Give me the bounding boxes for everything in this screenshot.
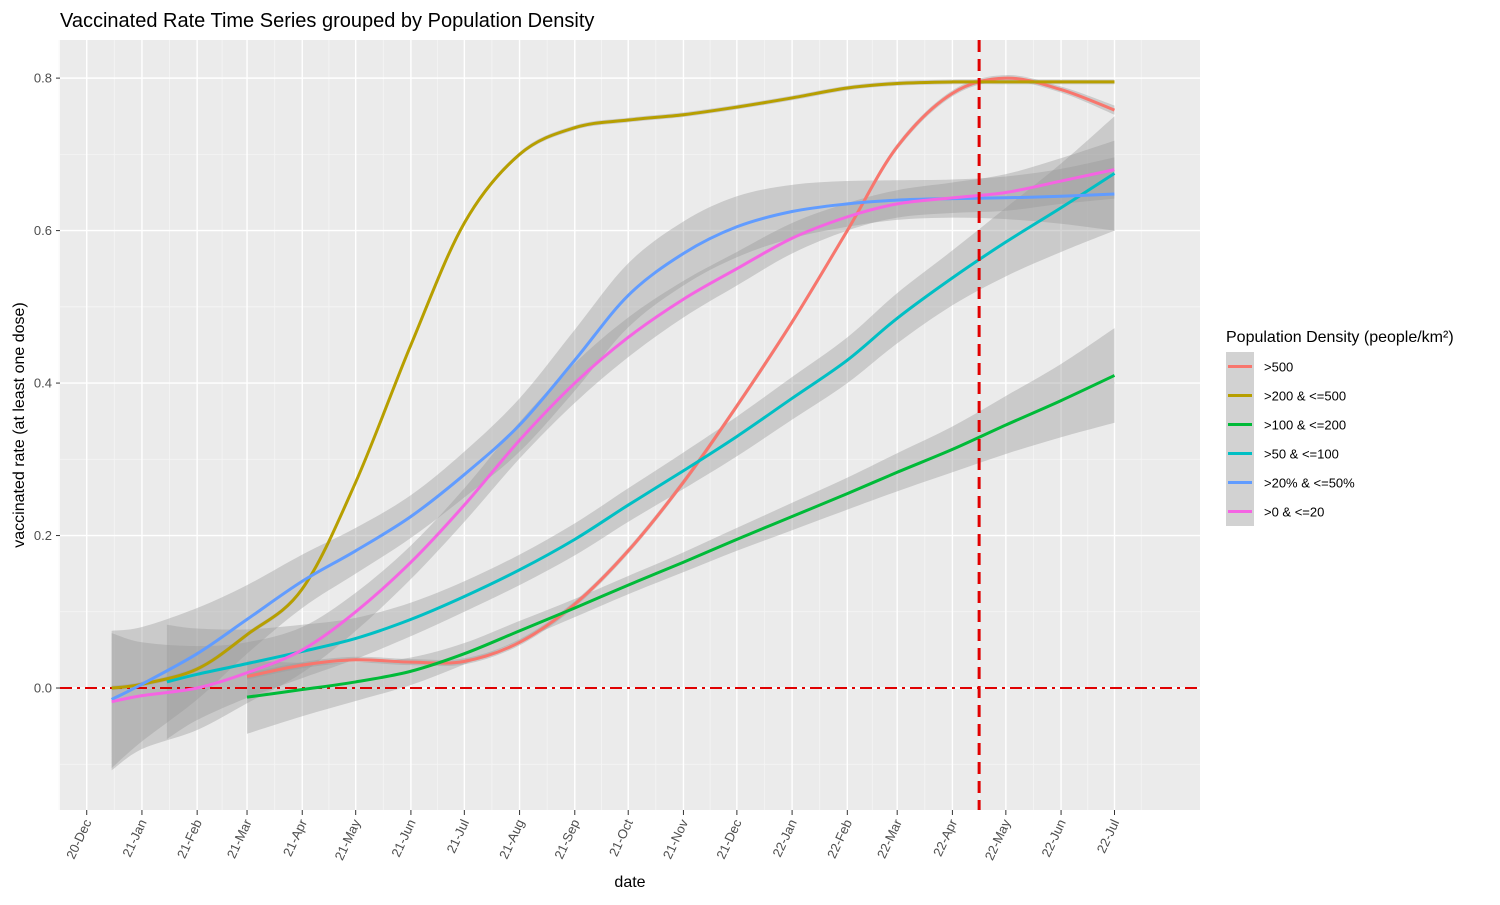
chart-title: Vaccinated Rate Time Series grouped by P… — [60, 10, 594, 32]
legend-items: >500 >200 & <=500 >100 & <=200 >50 & <=100 >… — [1226, 352, 1355, 526]
series-line-3 — [246, 374, 1116, 699]
legend-item-label: >20% & <=50% — [1264, 476, 1355, 491]
y-axis-label: vaccinated rate (at least one dose) — [11, 302, 28, 547]
y-tick-label: 0.2 — [34, 528, 52, 543]
plot-panel — [60, 40, 1200, 810]
series-line-6 — [111, 168, 1115, 704]
x-tick-label: 21-Mar — [224, 816, 255, 860]
legend-item-label: >0 & <=20 — [1264, 505, 1324, 520]
x-tick-label: 21-Dec — [713, 816, 745, 861]
y-tick-label: 0.4 — [34, 376, 52, 391]
legend-item-label: >100 & <=200 — [1264, 418, 1346, 433]
confidence-band-6 — [111, 140, 1115, 771]
x-tick-label: 21-Aug — [496, 817, 527, 861]
y-tick-label: 0.8 — [34, 71, 52, 86]
x-tick-label: 22-Mar — [874, 816, 905, 860]
legend-title: Population Density (people/km²) — [1226, 329, 1454, 346]
x-tick-label: 21-Jun — [388, 817, 418, 859]
x-tick-label: 21-Sep — [551, 817, 582, 861]
x-tick-label: 22-Jun — [1038, 817, 1068, 859]
series-line-4 — [166, 172, 1116, 684]
series-line-2 — [111, 80, 1115, 690]
legend-item-label: >500 — [1264, 360, 1293, 375]
y-tick-label: 0.0 — [34, 681, 52, 696]
confidence-band-3 — [247, 328, 1115, 734]
confidence-band-5 — [111, 157, 1115, 769]
x-tick-label: 22-Apr — [930, 816, 960, 858]
x-tick-label: 22-Feb — [824, 817, 855, 861]
y-axis: 0.0 0.2 0.4 0.6 0.8 — [34, 71, 60, 696]
confidence-band-4 — [166, 116, 1115, 740]
legend-item-label: >200 & <=500 — [1264, 389, 1346, 404]
x-tick-label: 21-Jul — [443, 817, 472, 856]
legend-item-label: >50 & <=100 — [1264, 447, 1339, 462]
x-tick-label: 21-Nov — [660, 816, 692, 861]
x-tick-label: 22-Jan — [769, 817, 799, 859]
grid-layer — [58, 40, 1200, 810]
series-lines — [110, 76, 1116, 704]
x-tick-label: 22-May — [982, 816, 1014, 862]
x-axis-label: date — [614, 874, 645, 891]
x-tick-label: 21-Feb — [174, 817, 205, 861]
y-tick-label: 0.6 — [34, 223, 52, 238]
x-tick-label: 22-Jul — [1094, 817, 1123, 856]
confidence-bands — [111, 75, 1115, 771]
legend: Population Density (people/km²) >500 >200… — [1226, 329, 1454, 526]
x-tick-label: 21-Jan — [119, 817, 149, 859]
x-tick-label: 20-Dec — [63, 816, 95, 861]
x-tick-label: 21-Apr — [280, 816, 310, 858]
x-axis: 20-Dec 21-Jan 21-Feb 21-Mar 21-Apr 21-May 21-J… — [63, 810, 1122, 863]
x-tick-label: 21-May — [331, 816, 363, 862]
x-tick-label: 21-Oct — [606, 817, 636, 859]
